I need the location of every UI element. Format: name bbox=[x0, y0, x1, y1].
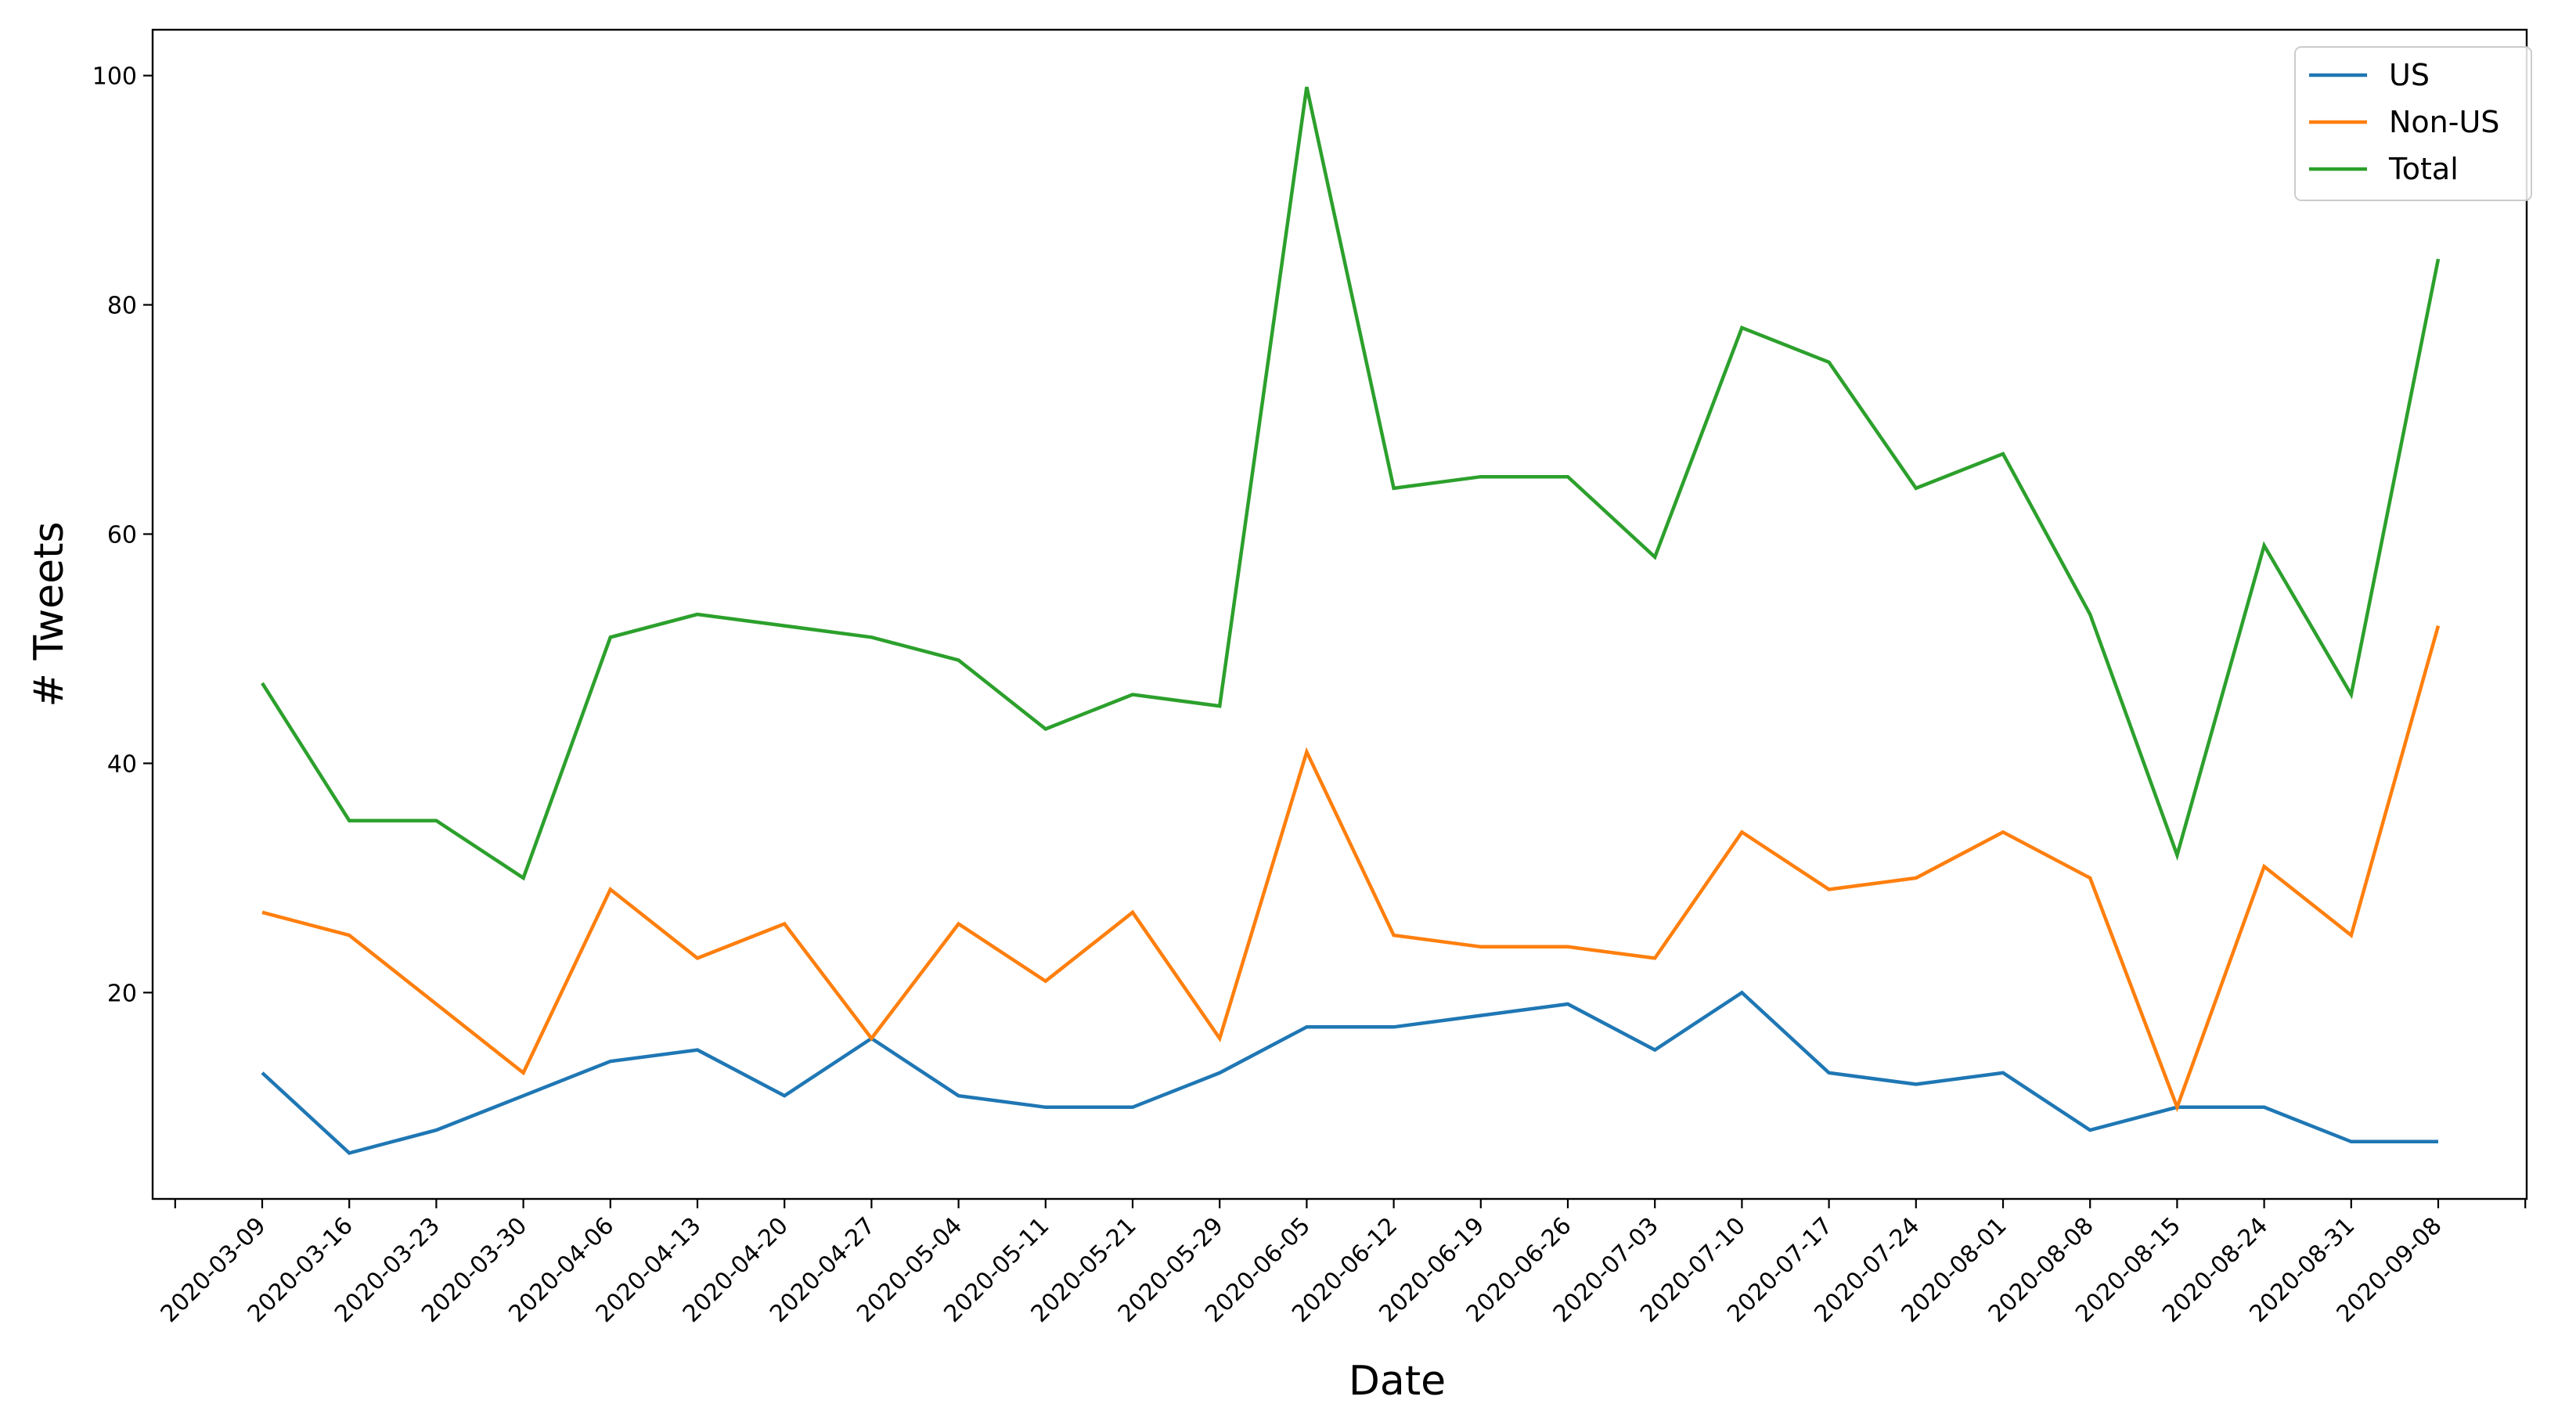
y-tick-label: 100 bbox=[92, 63, 137, 91]
legend-box bbox=[2294, 46, 2532, 201]
y-tick-label: 20 bbox=[107, 980, 137, 1007]
y-tick-label: 40 bbox=[107, 750, 137, 778]
y-axis-label: # Tweets bbox=[26, 521, 73, 707]
legend-label: Non-US bbox=[2389, 105, 2499, 139]
plot-frame bbox=[151, 28, 2528, 1200]
legend: US Non-US Total bbox=[2294, 46, 2532, 201]
y-axis: 20 40 60 80 100 bbox=[92, 63, 153, 1007]
legend-label: US bbox=[2389, 58, 2430, 92]
x-axis-label: Date bbox=[1349, 1358, 1446, 1405]
series-line-us bbox=[261, 990, 2438, 1155]
series-line-total bbox=[261, 86, 2441, 881]
x-axis: 2020-03-092020-03-162020-03-232020-03-30… bbox=[156, 1199, 2527, 1328]
y-tick-label: 80 bbox=[107, 293, 137, 320]
y-tick-label: 60 bbox=[107, 521, 137, 549]
legend-label: Total bbox=[2388, 152, 2459, 186]
series-line-non-us bbox=[261, 625, 2441, 1113]
plot-area bbox=[151, 28, 2528, 1200]
